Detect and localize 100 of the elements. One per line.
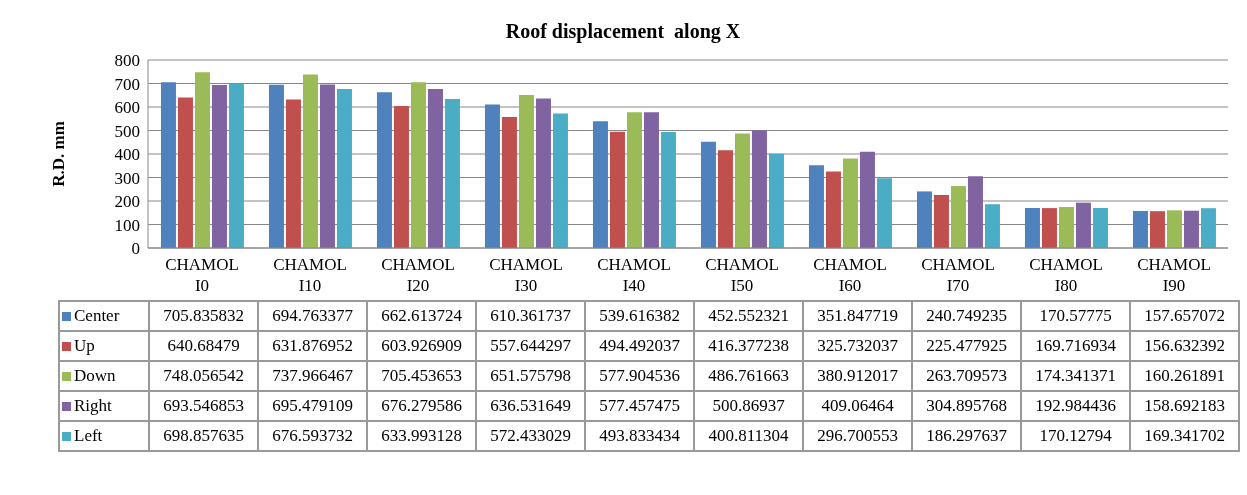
bar bbox=[768, 153, 784, 248]
y-axis-title: R.D. mm bbox=[49, 121, 69, 187]
data-label: 416.377238 bbox=[694, 331, 803, 361]
data-label: 693.546853 bbox=[149, 391, 258, 421]
bar bbox=[984, 204, 1000, 248]
bar bbox=[1075, 202, 1091, 248]
bar bbox=[336, 89, 352, 248]
bar bbox=[1149, 211, 1165, 248]
data-label: 577.457475 bbox=[585, 391, 694, 421]
bar bbox=[268, 84, 284, 248]
legend-label: Right bbox=[59, 391, 149, 421]
bar bbox=[376, 92, 392, 248]
data-label: 296.700553 bbox=[803, 421, 912, 451]
bar bbox=[1092, 208, 1108, 248]
x-tick-label: CHAMOL I0 bbox=[165, 255, 239, 295]
data-label: 157.657072 bbox=[1130, 301, 1239, 331]
bar bbox=[700, 141, 716, 248]
data-label: 698.857635 bbox=[149, 421, 258, 451]
data-label: 452.552321 bbox=[694, 301, 803, 331]
x-tick-label: CHAMOL I50 bbox=[705, 255, 779, 295]
bar bbox=[535, 98, 551, 248]
bar bbox=[933, 195, 949, 248]
bar bbox=[484, 104, 500, 248]
bar bbox=[194, 72, 210, 248]
bar bbox=[1183, 210, 1199, 248]
data-label: 493.833434 bbox=[585, 421, 694, 451]
bar bbox=[160, 82, 176, 248]
bar bbox=[916, 191, 932, 248]
data-label: 186.297637 bbox=[912, 421, 1021, 451]
bar bbox=[859, 151, 875, 248]
bar bbox=[592, 121, 608, 248]
y-tick-label: 0 bbox=[131, 239, 140, 259]
y-tick-label: 300 bbox=[114, 168, 140, 188]
bar bbox=[518, 94, 534, 248]
data-label: 603.926909 bbox=[367, 331, 476, 361]
bar bbox=[1058, 207, 1074, 248]
x-tick-label: CHAMOL I40 bbox=[597, 255, 671, 295]
bar bbox=[211, 85, 227, 248]
data-label: 676.279586 bbox=[367, 391, 476, 421]
data-label: 572.433029 bbox=[476, 421, 585, 451]
data-label: 633.993128 bbox=[367, 421, 476, 451]
data-label: 380.912017 bbox=[803, 361, 912, 391]
data-label: 169.341702 bbox=[1130, 421, 1239, 451]
chart-title: Roof displacement along X bbox=[504, 19, 742, 45]
y-tick-label: 100 bbox=[114, 215, 140, 235]
bar bbox=[808, 165, 824, 248]
data-label: 170.57775 bbox=[1021, 301, 1130, 331]
data-label: 304.895768 bbox=[912, 391, 1021, 421]
data-label: 662.613724 bbox=[367, 301, 476, 331]
bar bbox=[1166, 210, 1182, 248]
data-label: 169.716934 bbox=[1021, 331, 1130, 361]
legend-label: Center bbox=[59, 301, 149, 331]
y-tick-label: 400 bbox=[114, 145, 140, 165]
data-label: 156.632392 bbox=[1130, 331, 1239, 361]
y-tick-label: 700 bbox=[114, 74, 140, 94]
data-label: 170.12794 bbox=[1021, 421, 1130, 451]
data-label: 240.749235 bbox=[912, 301, 1021, 331]
legend-label: Up bbox=[59, 331, 149, 361]
bar bbox=[302, 74, 318, 248]
data-label: 192.984436 bbox=[1021, 391, 1130, 421]
bar bbox=[285, 99, 301, 248]
x-tick-label: CHAMOL I90 bbox=[1137, 255, 1211, 295]
bar bbox=[626, 112, 642, 248]
data-label: 494.492037 bbox=[585, 331, 694, 361]
bar bbox=[876, 178, 892, 248]
x-tick-label: CHAMOL I30 bbox=[489, 255, 563, 295]
data-label: 400.811304 bbox=[694, 421, 803, 451]
data-label: 705.835832 bbox=[149, 301, 258, 331]
data-label: 539.616382 bbox=[585, 301, 694, 331]
bar bbox=[825, 171, 841, 248]
data-label: 409.06464 bbox=[803, 391, 912, 421]
x-tick-label: CHAMOL I70 bbox=[921, 255, 995, 295]
bar bbox=[950, 186, 966, 248]
bar bbox=[734, 133, 750, 248]
data-label: 694.763377 bbox=[258, 301, 367, 331]
data-label: 500.86937 bbox=[694, 391, 803, 421]
bar bbox=[717, 150, 733, 248]
bar bbox=[1132, 210, 1148, 248]
data-label: 651.575798 bbox=[476, 361, 585, 391]
bar bbox=[660, 131, 676, 248]
bar bbox=[1024, 207, 1040, 248]
legend-label: Left bbox=[59, 421, 149, 451]
y-tick-label: 800 bbox=[114, 51, 140, 71]
data-label: 263.709573 bbox=[912, 361, 1021, 391]
bar bbox=[427, 89, 443, 248]
data-label: 695.479109 bbox=[258, 391, 367, 421]
legend-label: Down bbox=[59, 361, 149, 391]
data-label: 636.531649 bbox=[476, 391, 585, 421]
data-label: 631.876952 bbox=[258, 331, 367, 361]
data-label: 486.761663 bbox=[694, 361, 803, 391]
bar bbox=[319, 84, 335, 248]
bar bbox=[967, 176, 983, 248]
data-label: 737.966467 bbox=[258, 361, 367, 391]
data-label: 705.453653 bbox=[367, 361, 476, 391]
bar bbox=[552, 113, 568, 248]
bar bbox=[228, 83, 244, 248]
data-label: 748.056542 bbox=[149, 361, 258, 391]
data-label: 557.644297 bbox=[476, 331, 585, 361]
bar bbox=[393, 106, 409, 248]
data-label: 174.341371 bbox=[1021, 361, 1130, 391]
